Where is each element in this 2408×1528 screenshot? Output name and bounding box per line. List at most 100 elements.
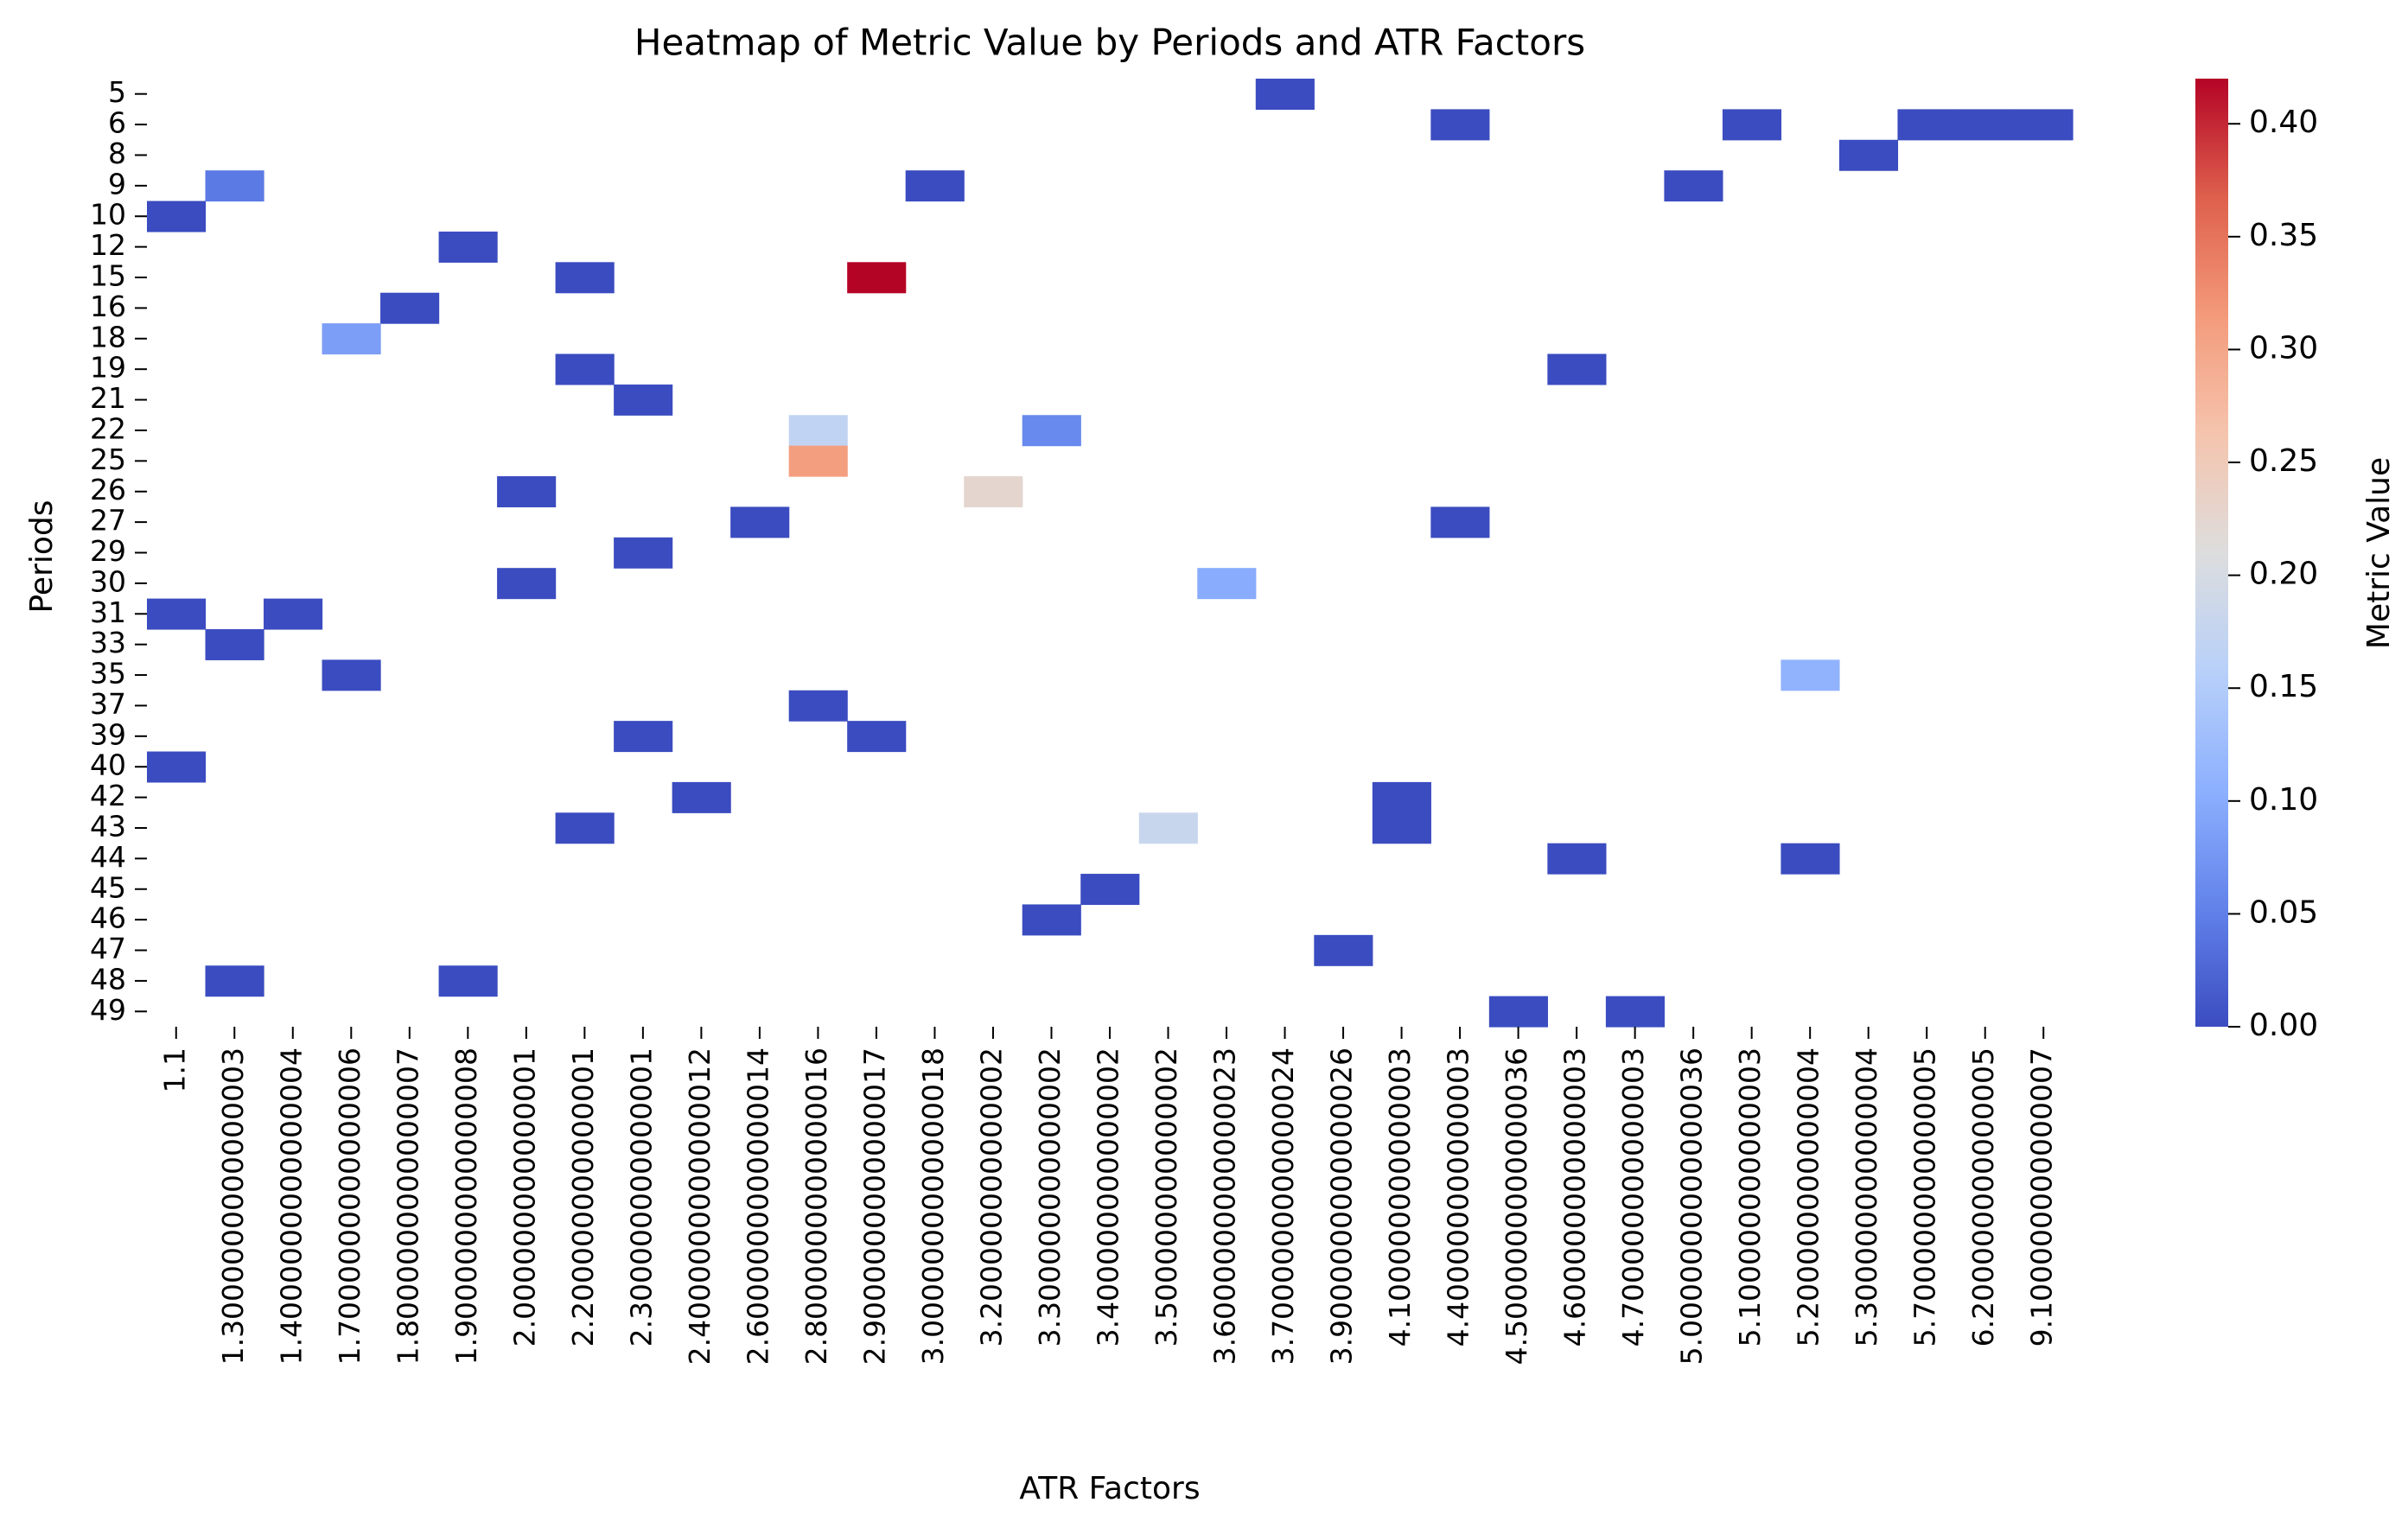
x-tick-label: 5.0000000000000036 bbox=[1675, 1047, 1709, 1365]
x-tick-label: 4.5000000000000036 bbox=[1500, 1047, 1533, 1365]
y-axis: 5689101215161819212225262729303133353739… bbox=[90, 75, 147, 1027]
heatmap-cell bbox=[1547, 843, 1607, 875]
y-axis-label: Periods bbox=[24, 500, 60, 613]
x-tick-label: 5.200000000000004 bbox=[1792, 1047, 1825, 1347]
x-tick-label: 3.0000000000000018 bbox=[916, 1047, 950, 1365]
heatmap-cell bbox=[1314, 934, 1373, 966]
x-tick-label: 1.7000000000000006 bbox=[333, 1047, 366, 1365]
x-tick-label: 1.3000000000000003 bbox=[216, 1047, 250, 1365]
y-tick-label: 44 bbox=[90, 840, 126, 874]
colorbar: 0.00 0.05 0.10 0.15 0.20 0.25 0.30 0.35 0.40 Met… bbox=[2195, 79, 2397, 1043]
y-tick-label: 39 bbox=[90, 717, 126, 751]
heatmap-cell bbox=[1372, 781, 1431, 813]
heatmap-cell bbox=[614, 721, 673, 753]
x-tick-label: 3.7000000000000024 bbox=[1266, 1047, 1300, 1365]
x-tick-label: 3.9000000000000026 bbox=[1325, 1047, 1359, 1365]
heatmap-cell bbox=[905, 170, 965, 202]
x-tick-label: 5.300000000000004 bbox=[1850, 1047, 1883, 1347]
heatmap-cell bbox=[1197, 568, 1257, 600]
heatmap-cell bbox=[964, 476, 1023, 508]
x-axis-label: ATR Factors bbox=[1019, 1471, 1200, 1506]
y-tick-label: 29 bbox=[90, 534, 126, 568]
heatmap-cell bbox=[1664, 170, 1723, 202]
heatmap-cell bbox=[555, 262, 615, 294]
x-tick-label: 4.400000000000003 bbox=[1442, 1047, 1475, 1347]
x-tick-label: 2.200000000000001 bbox=[566, 1047, 600, 1347]
heatmap-cell bbox=[1897, 109, 1957, 141]
heatmap-cell bbox=[1722, 109, 1782, 141]
heatmap-cell bbox=[205, 965, 264, 997]
heatmap-cell bbox=[788, 690, 848, 722]
x-tick-label: 4.100000000000003 bbox=[1383, 1047, 1417, 1347]
heatmap-cell bbox=[788, 445, 848, 477]
colorbar-tick-label: 0.05 bbox=[2249, 895, 2318, 930]
colorbar-label: Metric Value bbox=[2361, 457, 2397, 649]
heatmap-cell bbox=[1488, 996, 1548, 1028]
y-tick-label: 25 bbox=[90, 442, 126, 476]
y-tick-label: 49 bbox=[90, 993, 126, 1027]
heatmap-cell bbox=[205, 628, 264, 660]
colorbar-tick-label: 0.00 bbox=[2249, 1008, 2318, 1043]
x-tick-label: 3.200000000000002 bbox=[974, 1047, 1008, 1347]
x-tick-label: 2.9000000000000017 bbox=[857, 1047, 891, 1365]
heatmap-cell bbox=[555, 812, 615, 844]
y-tick-label: 26 bbox=[90, 473, 126, 506]
x-tick-label: 2.6000000000000014 bbox=[741, 1047, 774, 1365]
heatmap-cell bbox=[1781, 843, 1840, 875]
x-tick-label: 2.000000000000001 bbox=[507, 1047, 541, 1347]
heatmap-cell bbox=[1022, 415, 1081, 447]
colorbar-tick-label: 0.25 bbox=[2249, 443, 2318, 479]
y-tick-label: 27 bbox=[90, 504, 126, 538]
y-tick-label: 15 bbox=[90, 259, 126, 293]
x-tick-label: 2.300000000000001 bbox=[624, 1047, 658, 1347]
colorbar-tick-label: 0.40 bbox=[2249, 105, 2318, 140]
x-tick-label: 1.8000000000000007 bbox=[391, 1047, 424, 1365]
heatmap-cell bbox=[1430, 506, 1490, 538]
y-tick-label: 6 bbox=[108, 106, 126, 140]
heatmap-cell bbox=[147, 598, 207, 630]
heatmap-cell bbox=[264, 598, 323, 630]
y-tick-label: 9 bbox=[108, 167, 126, 201]
heatmap-cell bbox=[614, 537, 673, 569]
heatmap-cell bbox=[1138, 812, 1198, 844]
heatmap-cell bbox=[438, 231, 498, 263]
colorbar-ticks: 0.00 0.05 0.10 0.15 0.20 0.25 0.30 0.35 0.40 bbox=[2228, 105, 2318, 1043]
heatmap-cell bbox=[788, 415, 848, 447]
colorbar-tick-label: 0.35 bbox=[2249, 218, 2318, 253]
y-tick-label: 8 bbox=[108, 137, 126, 170]
heatmap-cell bbox=[147, 751, 207, 783]
y-tick-label: 5 bbox=[108, 75, 126, 109]
x-tick-label: 5.700000000000005 bbox=[1908, 1047, 1942, 1347]
heatmap-cell bbox=[1605, 996, 1665, 1028]
heatmap-cell bbox=[1255, 79, 1315, 110]
x-tick-label: 9.100000000000007 bbox=[2025, 1047, 2059, 1347]
heatmap-cell bbox=[847, 721, 907, 753]
y-tick-label: 43 bbox=[90, 809, 126, 843]
heatmap-cell bbox=[497, 476, 557, 508]
y-tick-label: 16 bbox=[90, 290, 126, 323]
y-tick-label: 35 bbox=[90, 657, 126, 691]
colorbar-gradient bbox=[2195, 79, 2228, 1027]
heatmap-cell bbox=[438, 965, 498, 997]
heatmap-cell bbox=[322, 323, 381, 355]
x-tick-label: 3.300000000000002 bbox=[1033, 1047, 1067, 1347]
x-axis: 1.1 1.3000000000000003 1.4000000000000004 1… bbox=[157, 1027, 2059, 1365]
heatmap-cell bbox=[614, 384, 673, 416]
heatmap-cell bbox=[1838, 139, 1899, 171]
x-tick-label: 2.8000000000000016 bbox=[799, 1047, 833, 1365]
y-tick-label: 47 bbox=[90, 932, 126, 965]
x-tick-label: 5.100000000000003 bbox=[1733, 1047, 1767, 1347]
y-tick-label: 30 bbox=[90, 564, 126, 598]
heatmap-cell bbox=[322, 659, 381, 691]
y-tick-label: 48 bbox=[90, 962, 126, 996]
heatmap-cell bbox=[672, 781, 731, 813]
x-tick-label: 2.4000000000000012 bbox=[683, 1047, 717, 1365]
x-tick-label: 1.9000000000000008 bbox=[449, 1047, 483, 1365]
x-tick-label: 3.500000000000002 bbox=[1150, 1047, 1183, 1347]
x-tick-label: 3.6000000000000023 bbox=[1208, 1047, 1242, 1365]
colorbar-tick-label: 0.10 bbox=[2249, 782, 2318, 818]
y-tick-label: 22 bbox=[90, 411, 126, 445]
colorbar-tick-label: 0.15 bbox=[2249, 669, 2318, 704]
y-tick-label: 19 bbox=[90, 351, 126, 385]
